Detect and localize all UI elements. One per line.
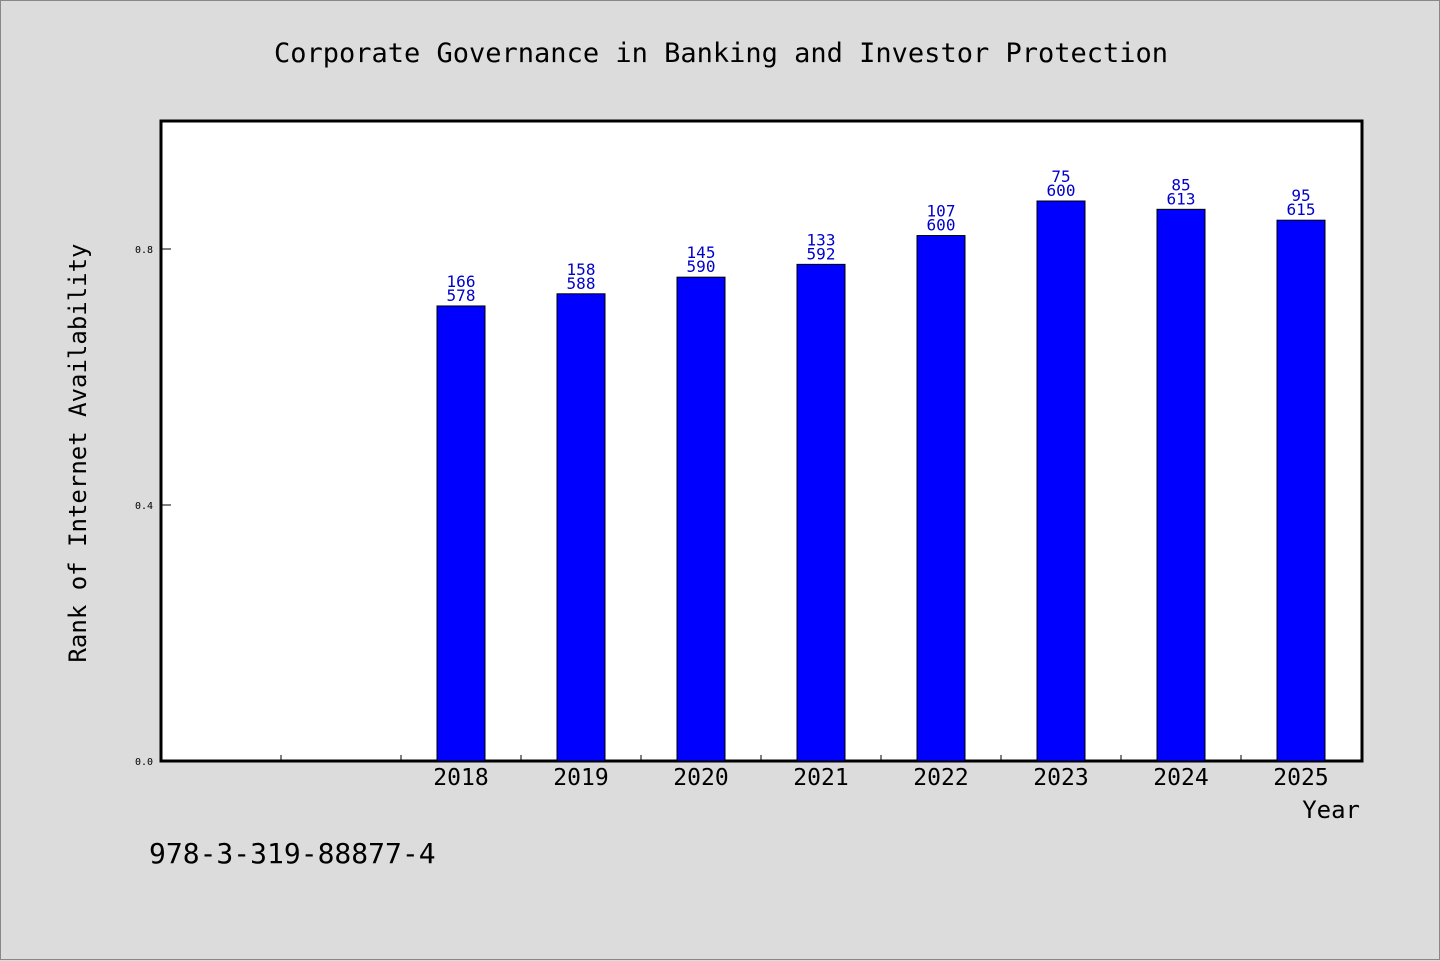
bar-2019 [556,293,606,762]
y-ticks-group: 0.0 0.4 0.8 [135,245,171,768]
data-label-bottom: 615 [1287,200,1316,219]
chart-title: Corporate Governance in Banking and Inve… [274,38,1168,69]
data-label-bottom: 600 [1047,181,1076,200]
data-label-top: 95 [1291,186,1310,205]
bars-group [436,200,1326,762]
x-tick-label: 2022 [913,765,968,791]
y-axis-title: Rank of Internet Availability [64,243,92,662]
data-label-top: 158 [567,260,596,279]
x-tick-label: 2025 [1273,765,1328,791]
y-tick-label: 0.8 [135,245,153,256]
x-tick-label: 2024 [1153,765,1208,791]
data-label-bottom: 613 [1167,189,1196,208]
bar-2022 [916,235,966,762]
data-label-top: 107 [927,202,956,221]
bar-2020 [676,276,726,762]
data-label-top: 166 [447,272,476,291]
x-tick-label: 2021 [793,765,848,791]
data-label-bottom: 578 [447,286,476,305]
data-label-bottom: 590 [687,257,716,276]
data-label-bottom: 592 [807,244,836,263]
x-tick-label: 2019 [553,765,608,791]
x-axis-title: Year [1302,796,1360,824]
bar-2025 [1276,219,1326,762]
bar-2018 [436,305,486,762]
y-tick-label: 0.4 [135,501,153,512]
data-label-top: 133 [807,230,836,249]
data-label-top: 145 [687,243,716,262]
isbn-footer: 978-3-319-88877-4 [149,837,436,870]
bar-2024 [1156,208,1206,762]
x-tick-label: 2020 [673,765,728,791]
x-tick-label: 2023 [1033,765,1088,791]
x-ticks-group: 2018 2019 2020 2021 2022 2023 2024 2025 [280,755,1362,791]
data-label-bottom: 600 [927,216,956,235]
x-tick-label: 2018 [433,765,488,791]
bar-2021 [796,263,846,762]
data-label-top: 85 [1171,175,1190,194]
data-label-top: 75 [1051,167,1070,186]
bar-2023 [1036,200,1086,762]
y-tick-label: 0.0 [135,757,153,768]
data-label-bottom: 588 [567,274,596,293]
